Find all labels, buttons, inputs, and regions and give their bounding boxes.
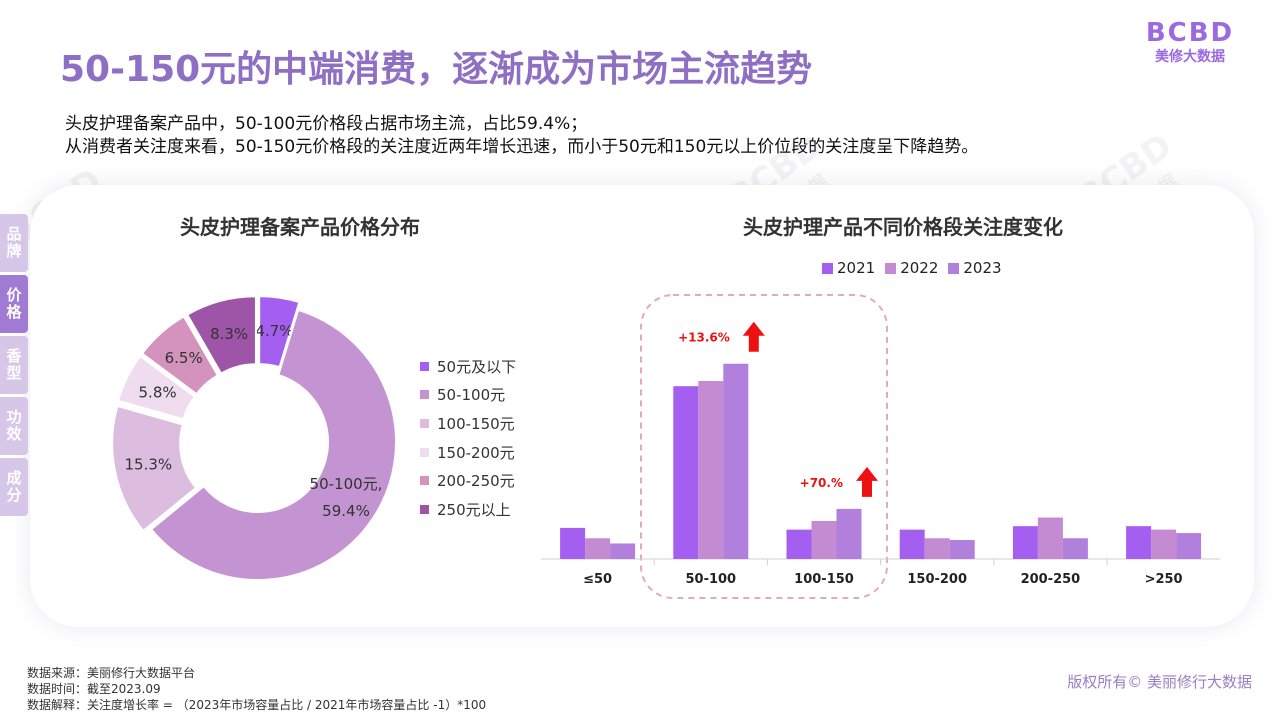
donut-slice-2 (111, 404, 198, 533)
donut-label-2: 15.3% (124, 456, 172, 474)
legend-item: 250元以上 (420, 495, 516, 524)
donut-label-5: 8.3% (210, 325, 248, 343)
legend-item: 50-100元 (420, 381, 516, 410)
donut-chart-title: 头皮护理备案产品价格分布 (180, 215, 420, 239)
summary-line-2: 从消费者关注度来看，50-150元价格段的关注度近两年增长迅速，而小于50元和1… (65, 137, 979, 157)
bar-2023-1 (723, 363, 749, 559)
date-line: 数据时间：截至2023.09 (27, 682, 161, 696)
donut-legend: 50元及以下 50-100元 100-150元 150-200元 200-250元 250… (420, 352, 516, 524)
x-tick-label: 100-150 (794, 572, 854, 587)
legend-label: 200-250元 (437, 472, 515, 491)
bar-2022-3 (924, 538, 950, 559)
x-tick-label: 200-250 (1021, 572, 1081, 587)
donut-label-4: 6.5% (165, 349, 203, 367)
bar-2022-1 (698, 381, 724, 559)
donut-slice-1 (149, 308, 397, 581)
x-tick-label: 150-200 (907, 572, 967, 587)
legend-item: 100-150元 (420, 409, 516, 438)
donut-label-0: 4.7% (255, 322, 293, 340)
logo-text: 美修大数据 (1155, 49, 1225, 65)
bar-chart-title: 头皮护理产品不同价格段关注度变化 (743, 215, 1063, 239)
legend-label: 50-100元 (437, 386, 506, 405)
legend-swatch (420, 504, 429, 514)
side-tab-nav: 品牌 价格 香型 功效 成分 (0, 214, 28, 519)
brand-logo: BCBD 美修大数据 (1140, 18, 1240, 66)
donut-slice-5 (185, 295, 257, 375)
donut-label-extra: 59.4% (322, 502, 370, 520)
up-arrow-icon (742, 321, 765, 352)
bar-2022-5 (1151, 529, 1177, 559)
tab-ingredients[interactable]: 成分 (0, 458, 28, 516)
tab-brand[interactable]: 品牌 (0, 214, 28, 272)
legend-swatch (420, 447, 429, 457)
legend-item-2021: 2021 (822, 259, 875, 277)
legend-swatch (885, 262, 897, 274)
legend-swatch (822, 262, 833, 274)
legend-label: 2021 (837, 259, 876, 277)
bar-2021-2 (786, 529, 812, 559)
summary-text: 头皮护理备案产品中，50-100元价格段占据市场主流，占比59.4%； 从消费者… (65, 113, 978, 159)
copyright: 版权所有© 美丽修行大数据 (1067, 673, 1252, 691)
legend-swatch (948, 262, 960, 274)
tab-fragrance[interactable]: 香型 (0, 336, 28, 394)
bar-2021-5 (1126, 526, 1152, 559)
legend-item-2022: 2022 (885, 259, 938, 277)
legend-swatch (420, 476, 429, 486)
x-tick-label: >250 (1145, 572, 1183, 587)
bar-2023-5 (1176, 533, 1202, 559)
legend-item: 150-200元 (420, 438, 516, 467)
legend-item: 50元及以下 (420, 352, 516, 381)
source-line: 数据来源：美丽修行大数据平台 (27, 666, 196, 680)
legend-swatch (420, 418, 429, 428)
bar-legend: 2021 2022 2023 (822, 259, 1012, 277)
definition-line: 数据解释：关注度增长率 = （2023年市场容量占比 / 2021年市场容量占比… (27, 698, 487, 712)
donut-label-1: 50-100元, (310, 475, 383, 493)
donut-slice-4 (140, 314, 220, 396)
bar-2023-2 (836, 508, 862, 559)
legend-item-2023: 2023 (948, 259, 1002, 277)
data-source-notes: 数据来源：美丽修行大数据平台 数据时间：截至2023.09 数据解释：关注度增长… (27, 665, 486, 713)
legend-item: 200-250元 (420, 466, 516, 495)
highlight-box (640, 294, 888, 599)
bar-2021-4 (1012, 526, 1038, 559)
annotation-label: +13.6% (678, 331, 730, 345)
legend-label: 150-200元 (437, 443, 515, 462)
legend-label: 2023 (963, 259, 1002, 277)
bar-2021-3 (899, 529, 925, 559)
bar-2022-4 (1037, 517, 1063, 559)
bar-2022-2 (811, 520, 837, 559)
tab-price[interactable]: 价格 (0, 275, 28, 333)
legend-label: 250元以上 (437, 500, 511, 519)
legend-label: 2022 (900, 259, 939, 277)
summary-line-1: 头皮护理备案产品中，50-100元价格段占据市场主流，占比59.4%； (65, 114, 588, 134)
bar-2022-0 (585, 538, 611, 559)
legend-swatch (420, 390, 429, 400)
logo-mark: BCBD (1145, 18, 1235, 48)
legend-label: 50元及以下 (437, 357, 517, 376)
tab-efficacy[interactable]: 功效 (0, 397, 28, 455)
bar-2021-0 (560, 527, 586, 559)
up-arrow-icon (856, 466, 878, 497)
annotation-label: +70.% (800, 476, 843, 490)
bar-2023-3 (949, 539, 975, 559)
x-tick-label: ≤50 (583, 572, 612, 587)
bar-2023-0 (610, 543, 636, 559)
donut-label-3: 5.8% (139, 383, 177, 401)
bar-2023-4 (1062, 538, 1088, 559)
donut-slice-0 (258, 295, 301, 369)
legend-label: 100-150元 (437, 414, 515, 433)
x-tick-label: 50-100 (685, 572, 736, 587)
page-title: 50-150元的中端消费，逐渐成为市场主流趋势 (60, 49, 813, 90)
bar-2021-1 (673, 386, 699, 559)
legend-swatch (420, 361, 429, 371)
donut-slice-3 (116, 354, 197, 421)
